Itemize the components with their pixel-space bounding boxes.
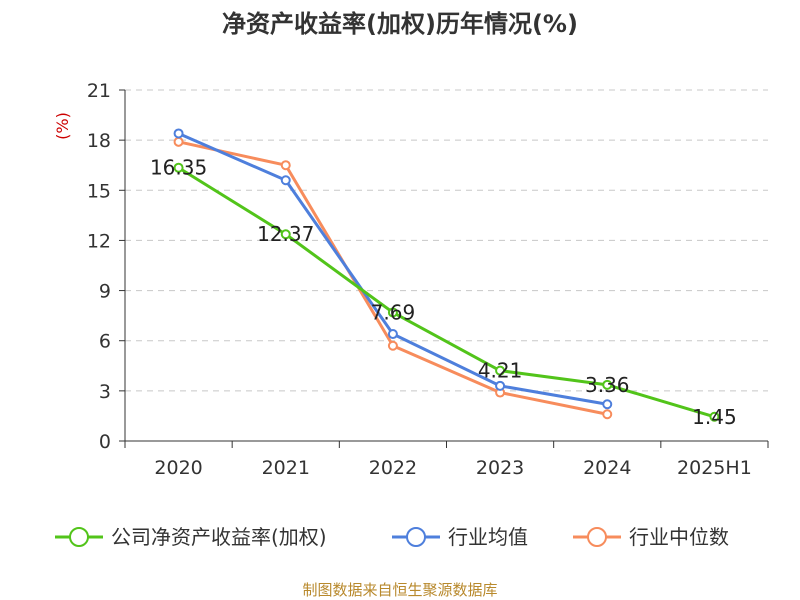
data-label: 12.37 [257,222,314,246]
source-note: 制图数据来自恒生聚源数据库 [302,581,497,599]
series-line [177,132,608,406]
data-point [387,307,398,318]
data-point [173,162,184,173]
data-label: 4.21 [478,359,523,383]
data-point [173,128,184,139]
data-point [602,379,613,390]
legend-item: 行业均值 [392,525,528,549]
y-tick-label: 18 [87,130,111,152]
data-point [495,365,506,376]
data-point [280,229,291,240]
y-axis-label: (%) [53,112,72,140]
y-tick-label: 6 [99,331,111,353]
data-point [495,380,506,391]
legend-label: 行业均值 [448,525,528,549]
data-point [387,329,398,340]
data-label: 16.35 [150,156,207,180]
legend-marker [406,527,426,547]
x-tick-label: 2025H1 [677,457,752,479]
data-point [173,136,184,147]
x-tick-label: 2021 [262,457,310,479]
series-line [178,140,608,416]
data-label: 3.36 [585,373,630,397]
y-tick-label: 9 [99,281,111,303]
data-point [280,175,291,186]
legend-marker [587,527,607,547]
x-tick-label: 2024 [583,457,631,479]
x-tick-label: 2020 [154,457,202,479]
data-label: 7.69 [371,300,416,324]
y-tick-label: 15 [87,180,111,202]
x-tick-label: 2023 [476,457,524,479]
grid [125,89,768,392]
data-point [602,399,613,410]
y-tick-label: 0 [99,431,111,453]
data-point [709,411,720,422]
legend: 公司净资产收益率(加权) 行业均值 行业中位数 [55,525,729,549]
series-2 [173,136,613,420]
legend-item: 行业中位数 [573,525,729,549]
legend-label: 公司净资产收益率(加权) [111,525,327,549]
chart-title: 净资产收益率(加权)历年情况(%) [222,10,578,38]
y-tick-label: 12 [87,230,111,252]
series-line [177,166,715,419]
axes: 0 3 6 9 12 15 18 21 2020 2021 2022 2023 2024 2025H1 [87,80,769,479]
series-0 [173,162,720,422]
legend-item: 公司净资产收益率(加权) [55,525,327,549]
data-labels: 16.35 12.37 7.69 4.21 3.36 1.45 [150,156,737,429]
y-tick-label: 21 [87,80,111,102]
data-point [602,409,613,420]
data-point [387,340,398,351]
legend-label: 行业中位数 [629,525,729,549]
data-label: 1.45 [692,405,737,429]
y-tick-label: 3 [99,381,111,403]
legend-marker [69,527,89,547]
x-tick-label: 2022 [369,457,417,479]
data-point [280,160,291,171]
series-1 [173,128,613,410]
series-layer [173,128,720,422]
